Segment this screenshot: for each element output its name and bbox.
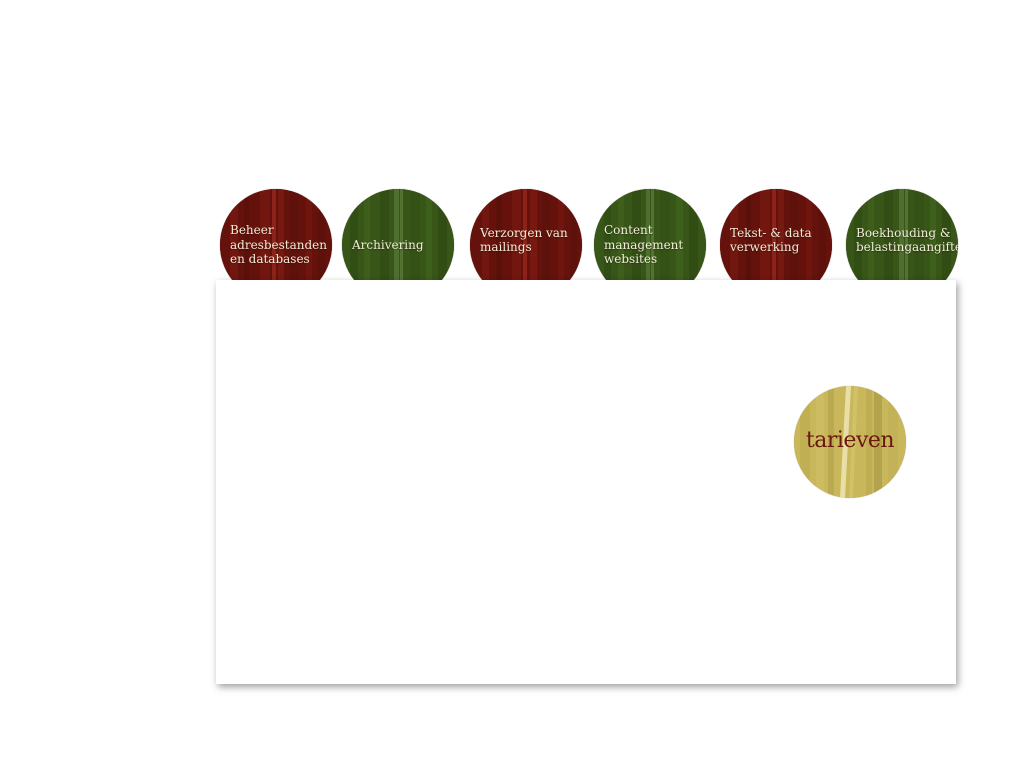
nav-item-label: Beheer adresbestanden en databases — [230, 223, 327, 267]
stripe-texture — [794, 386, 906, 498]
nav-item-label: Verzorgen van mailings — [480, 225, 568, 255]
nav-item-label: Archivering — [352, 237, 424, 252]
nav-item-beheer-adresbestanden[interactable]: Beheer adresbestanden en databases — [220, 189, 332, 301]
nav-item-label: Content management websites — [604, 223, 684, 267]
main-navigation: Beheer adresbestanden en databases Archi… — [0, 0, 1024, 301]
tarieven-button[interactable]: tarieven — [794, 386, 906, 498]
nav-item-label: Tekst- & data verwerking — [730, 225, 812, 255]
content-panel: tarieven — [216, 280, 956, 684]
tarieven-label: tarieven — [805, 428, 895, 453]
nav-item-label: Boekhouding & belastingaangifte — [856, 225, 958, 255]
